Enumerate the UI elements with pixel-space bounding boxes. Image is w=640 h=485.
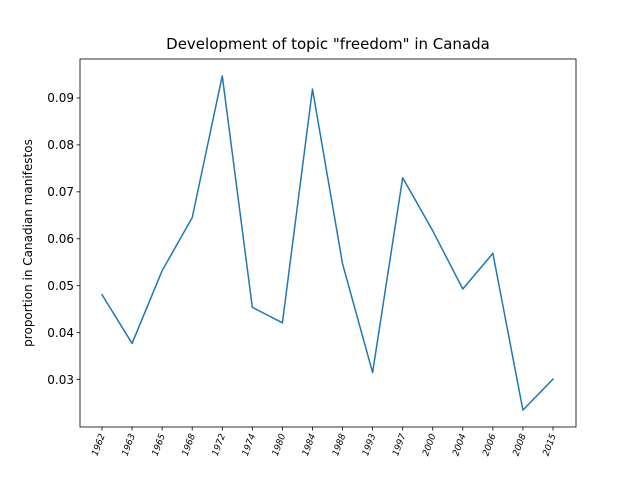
chart-title: Development of topic "freedom" in Canada [166,35,490,53]
y-tick-label: 0.04 [47,326,74,340]
y-tick-label: 0.06 [47,232,74,246]
y-tick-label: 0.07 [47,185,74,199]
axes-frame [79,58,577,428]
series-line [100,75,555,411]
y-tick-label: 0.03 [47,373,74,387]
y-tick-label: 0.09 [47,91,74,105]
y-tick-label: 0.05 [47,279,74,293]
y-axis-label: proportion in Canadian manifestos [21,139,35,347]
y-tick-label: 0.08 [47,138,74,152]
